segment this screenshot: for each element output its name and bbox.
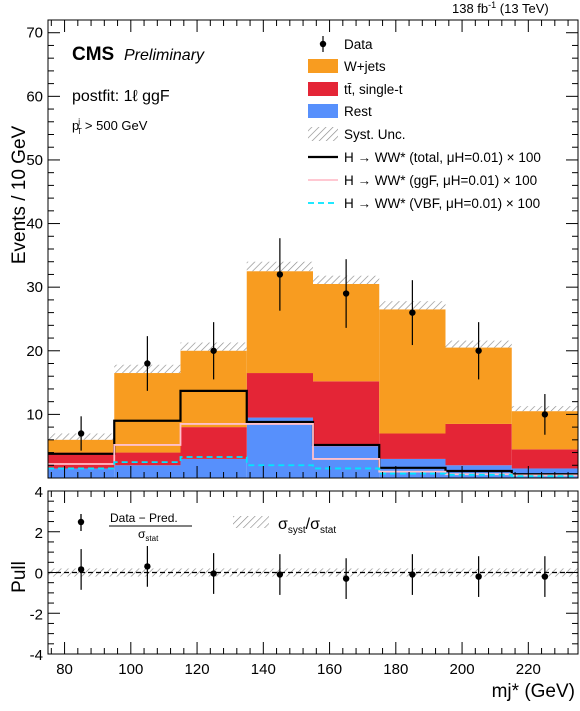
bar-rest — [246, 417, 313, 478]
stack-group — [48, 238, 578, 478]
legend-label-wjets: W+jets — [344, 59, 386, 74]
y-tick-label: 70 — [26, 25, 43, 42]
cms-label: CMS — [72, 44, 114, 65]
x-tick-label: 140 — [251, 661, 276, 678]
x-tick-label: 180 — [383, 661, 408, 678]
pull-y-tick-label: -4 — [30, 647, 43, 664]
y-tick-label: 10 — [26, 406, 43, 423]
data-point — [210, 347, 217, 354]
legend-label-sig_ggf: H → WW* (ggF, μH=0.01) × 100 — [344, 173, 537, 188]
pull-legend-marker — [77, 518, 85, 526]
data-point — [342, 290, 350, 297]
x-axis-title: mj* (GeV) — [492, 681, 575, 702]
lumi-label: 138 fb-1 (13 TeV) — [452, 0, 549, 16]
pull-syst-label: σsyst/σstat — [278, 516, 336, 536]
x-tick-label: 120 — [185, 661, 210, 678]
bar-rest — [48, 468, 115, 478]
pull-formula-numerator: Data − Pred. — [110, 511, 178, 525]
legend-label-rest: Rest — [344, 104, 372, 119]
legend-swatch-ttbar — [308, 82, 338, 96]
bar-ttbar — [313, 381, 380, 447]
legend-label-data: Data — [344, 37, 373, 52]
legend: Data W+jets tt̄, single-t Rest Syst. Unc. H →… — [308, 36, 541, 211]
y-tick-label: 40 — [26, 216, 43, 233]
preliminary-label: Preliminary — [124, 47, 205, 64]
pull-legend: Data − Pred. σstat σsyst/σstat — [77, 511, 336, 543]
x-tick-label: 80 — [56, 661, 73, 678]
data-point — [475, 347, 482, 354]
pull-y-axis-title: Pull — [9, 561, 30, 593]
pt-cut-label: pj T > 500 GeV — [72, 117, 148, 136]
main-plot: 10 20 30 40 50 60 70 — [26, 19, 579, 479]
legend-label-sig_total: H → WW* (total, μH=0.01) × 100 — [344, 150, 541, 165]
legend-swatch-wjets — [308, 59, 338, 73]
pull-point — [342, 575, 350, 582]
pull-formula-denominator: σstat — [138, 527, 159, 543]
bar-rest — [313, 446, 380, 478]
pull-y-tick-label: 4 — [35, 484, 43, 501]
legend-swatch-syst — [308, 127, 338, 141]
y-tick-label: 60 — [26, 88, 43, 105]
bar-ttbar — [48, 452, 115, 469]
pull-point — [409, 571, 416, 578]
y-tick-label: 20 — [26, 343, 43, 360]
pull-point — [77, 566, 85, 573]
x-tick-label: 220 — [516, 661, 541, 678]
y-tick-label: 50 — [26, 152, 43, 169]
legend-label-sig_vbf: H → WW* (VBF, μH=0.01) × 100 — [344, 196, 540, 211]
bar-ttbar — [114, 452, 181, 466]
pull-syst-swatch — [233, 516, 269, 528]
pull-point — [475, 573, 482, 580]
data-point — [276, 271, 284, 278]
y-tick-label: 30 — [26, 279, 43, 296]
legend-label-ttbar: tt̄, single-t — [344, 82, 403, 97]
data-point — [409, 309, 416, 316]
legend-data-marker — [319, 40, 327, 48]
pull-point — [276, 571, 284, 578]
pull-point — [144, 563, 151, 570]
legend-label-syst: Syst. Unc. — [344, 127, 406, 142]
y-axis-title: Events / 10 GeV — [9, 125, 30, 264]
region-label: postfit: 1ℓ ggF — [72, 88, 170, 105]
data-point — [541, 411, 549, 418]
pull-point — [210, 570, 217, 577]
bar-ttbar — [246, 373, 313, 418]
bar-ttbar — [511, 449, 578, 469]
pull-plot: -4 -2 0 2 4 80 100 120 140 160 180 200 220 — [30, 484, 579, 678]
pull-y-tick-label: 0 — [35, 566, 43, 583]
signal-vbf-line — [48, 456, 578, 477]
pull-y-tick-label: -2 — [30, 606, 43, 623]
legend-swatch-rest — [308, 104, 338, 118]
bar-ttbar — [180, 427, 247, 459]
data-point — [77, 430, 85, 437]
data-point — [144, 360, 151, 367]
x-tick-label: 100 — [118, 661, 143, 678]
x-tick-label: 200 — [450, 661, 475, 678]
bar-ttbar — [445, 423, 512, 466]
pull-y-tick-label: 2 — [35, 525, 43, 542]
x-tick-label: 160 — [317, 661, 342, 678]
pull-group — [48, 546, 578, 599]
bar-ttbar — [379, 433, 446, 459]
pull-point — [541, 573, 549, 580]
